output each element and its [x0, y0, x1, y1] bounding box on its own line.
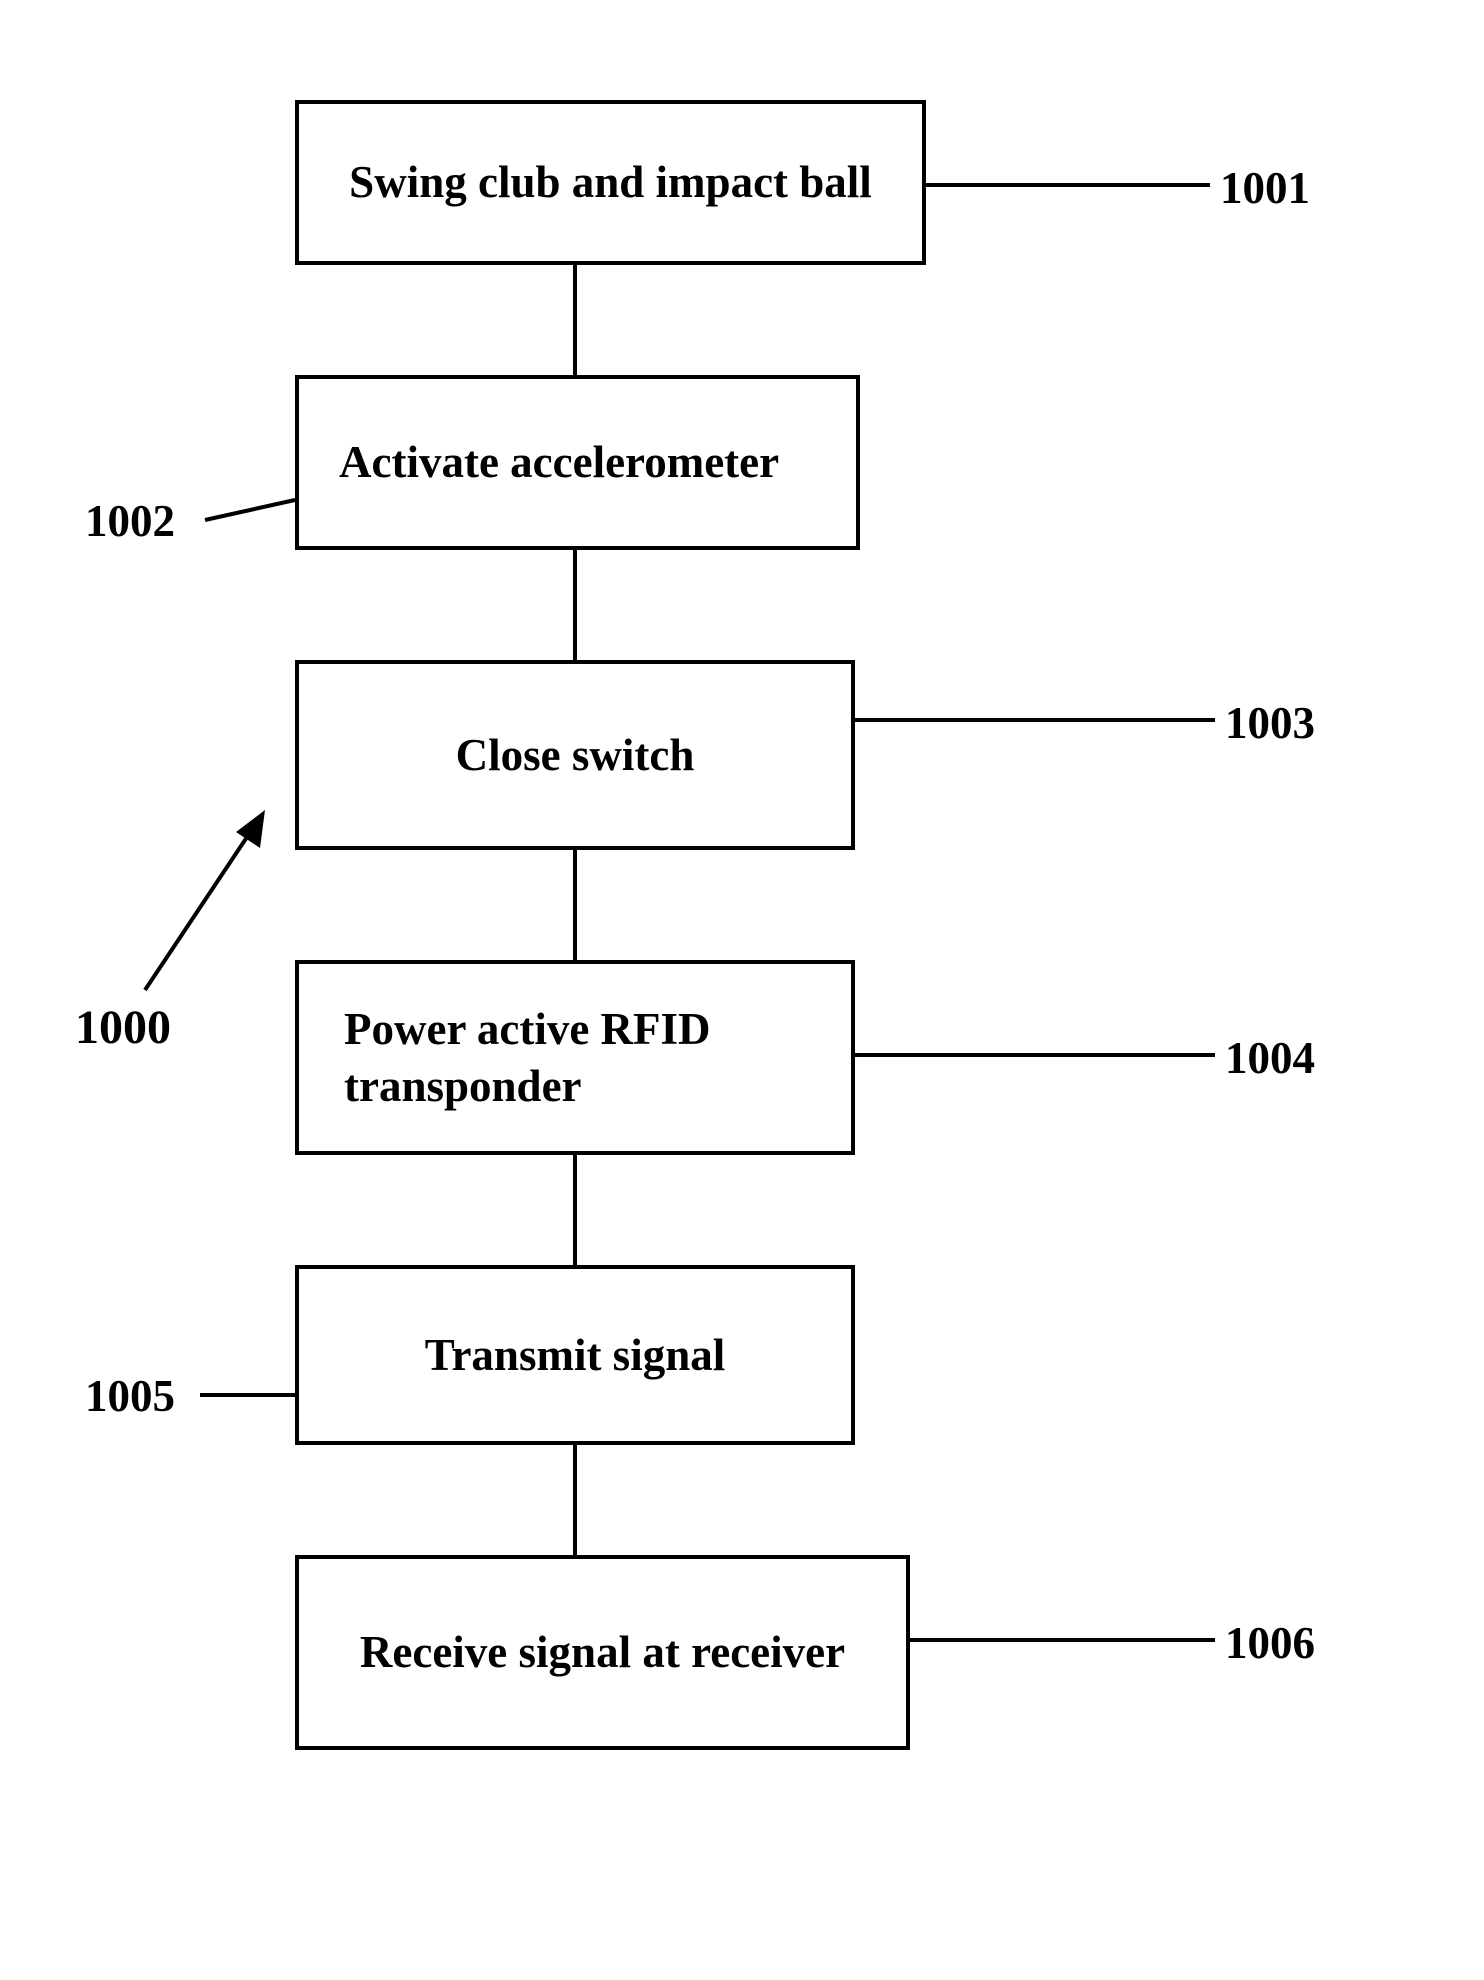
flow-node-label: Power active RFID transponder [299, 1001, 814, 1114]
ref-label-1005: 1005 [85, 1370, 175, 1422]
flow-node-power-rfid: Power active RFID transponder [295, 960, 855, 1155]
ref-label-1004: 1004 [1225, 1032, 1315, 1084]
leader-1002 [205, 500, 295, 520]
ref-label-1002: 1002 [85, 495, 175, 547]
flow-node-label: Close switch [456, 727, 695, 783]
flow-node-swing-club: Swing club and impact ball [295, 100, 926, 265]
flowchart-canvas: Swing club and impact ball Activate acce… [0, 0, 1484, 1980]
flow-node-activate-accelerometer: Activate accelerometer [295, 375, 860, 550]
flow-node-transmit-signal: Transmit signal [295, 1265, 855, 1445]
ref-label-1006: 1006 [1225, 1617, 1315, 1669]
flow-node-label: Receive signal at receiver [360, 1624, 845, 1680]
flow-node-label: Transmit signal [425, 1327, 725, 1383]
flow-node-receive-signal: Receive signal at receiver [295, 1555, 910, 1750]
flow-node-label: Activate accelerometer [299, 434, 779, 490]
figure-label-1000: 1000 [75, 1000, 171, 1055]
arrow-1000 [145, 810, 265, 990]
ref-label-1001: 1001 [1220, 162, 1310, 214]
flow-node-label: Swing club and impact ball [349, 154, 872, 210]
flow-node-close-switch: Close switch [295, 660, 855, 850]
ref-label-1003: 1003 [1225, 697, 1315, 749]
